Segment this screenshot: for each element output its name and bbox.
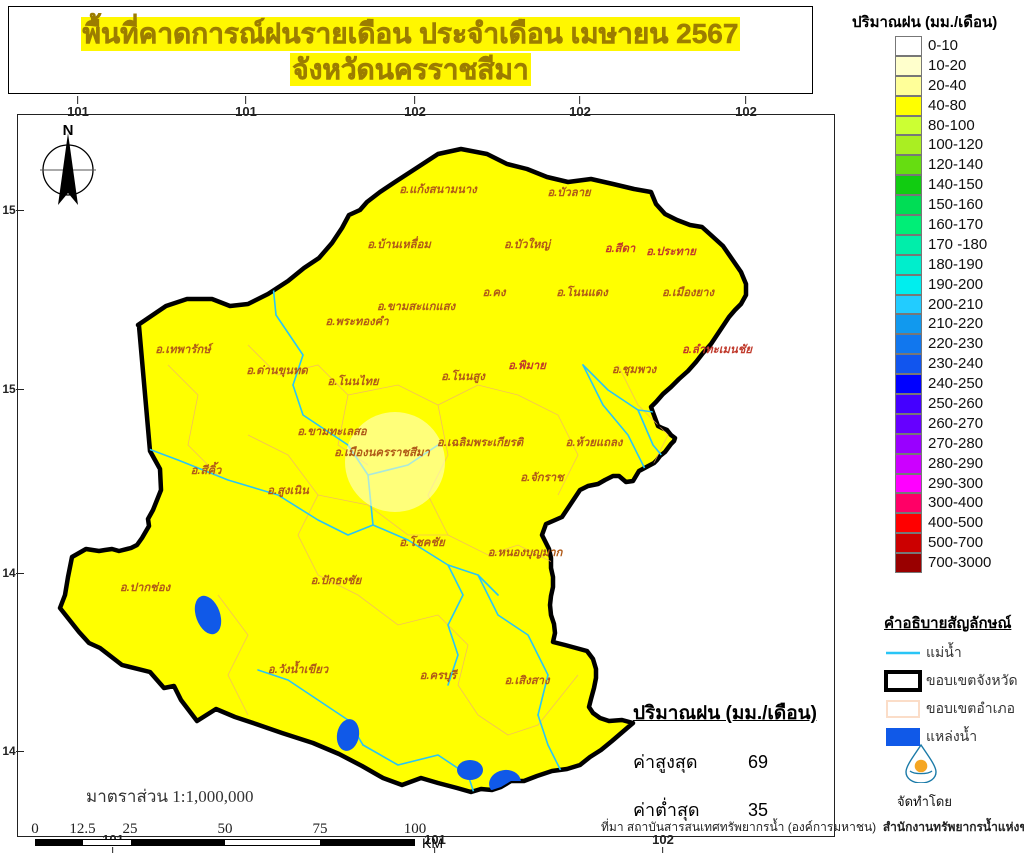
- svg-text:อ.แก้งสนามนาง: อ.แก้งสนามนาง: [399, 183, 478, 196]
- svg-text:อ.หนองบุญมาก: อ.หนองบุญมาก: [488, 547, 564, 560]
- svg-text:อ.จักราช: อ.จักราช: [520, 471, 566, 484]
- svg-text:อ.เสิงสาง: อ.เสิงสาง: [505, 674, 551, 687]
- svg-text:อ.บัวใหญ่: อ.บัวใหญ่: [504, 237, 552, 251]
- svg-text:อ.คง: อ.คง: [483, 287, 507, 299]
- svg-text:อ.พระทองคำ: อ.พระทองคำ: [325, 315, 389, 328]
- svg-text:อ.สีดา: อ.สีดา: [605, 242, 636, 255]
- svg-text:อ.พิมาย: อ.พิมาย: [508, 359, 547, 372]
- svg-text:อ.เทพารักษ์: อ.เทพารักษ์: [155, 342, 214, 356]
- svg-text:อ.โนนไทย: อ.โนนไทย: [327, 374, 380, 388]
- svg-text:อ.เมืองยาง: อ.เมืองยาง: [662, 286, 715, 299]
- svg-text:อ.ปักธงชัย: อ.ปักธงชัย: [311, 574, 363, 587]
- svg-text:อ.ปากช่อง: อ.ปากช่อง: [120, 582, 172, 594]
- svg-text:อ.ลำทะเมนชัย: อ.ลำทะเมนชัย: [682, 343, 753, 356]
- svg-text:อ.โชคชัย: อ.โชคชัย: [399, 535, 446, 549]
- svg-text:อ.ขามสะแกแสง: อ.ขามสะแกแสง: [377, 301, 457, 313]
- svg-text:อ.ประทาย: อ.ประทาย: [646, 246, 697, 258]
- svg-text:อ.สูงเนิน: อ.สูงเนิน: [267, 484, 310, 498]
- svg-text:อ.โนนแดง: อ.โนนแดง: [556, 285, 609, 299]
- svg-text:อ.ชุมพวง: อ.ชุมพวง: [612, 364, 658, 377]
- svg-text:อ.บัวลาย: อ.บัวลาย: [547, 186, 592, 199]
- svg-text:อ.เมืองนครราชสีมา: อ.เมืองนครราชสีมา: [334, 446, 430, 459]
- svg-text:อ.ห้วยแถลง: อ.ห้วยแถลง: [566, 436, 624, 449]
- svg-text:อ.บ้านเหลื่อม: อ.บ้านเหลื่อม: [367, 236, 432, 251]
- svg-text:อ.ขามทะเลสอ: อ.ขามทะเลสอ: [297, 426, 368, 438]
- svg-text:อ.เฉลิมพระเกียรติ: อ.เฉลิมพระเกียรติ: [437, 436, 525, 449]
- svg-text:อ.ครบุรี: อ.ครบุรี: [420, 669, 459, 683]
- svg-text:อ.ด่านขุนทด: อ.ด่านขุนทด: [246, 365, 308, 378]
- svg-text:อ.โนนสูง: อ.โนนสูง: [441, 369, 486, 384]
